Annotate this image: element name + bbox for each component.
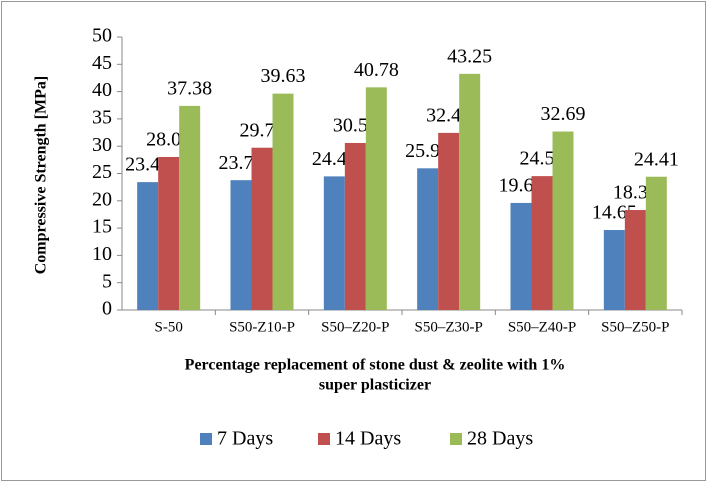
- bar: [179, 105, 201, 310]
- bar: [272, 93, 294, 310]
- x-tick-label: S50-Z10-P: [229, 319, 295, 335]
- legend-swatch: [318, 433, 330, 445]
- bar: [344, 142, 366, 310]
- bar: [365, 87, 387, 310]
- data-label: 40.78: [354, 59, 399, 81]
- bar: [438, 132, 460, 310]
- y-tick-label: 10: [92, 243, 112, 265]
- legend-swatch: [200, 433, 212, 445]
- legend-swatch: [450, 433, 462, 445]
- data-label: 43.25: [447, 45, 492, 67]
- x-tick-label: S-50: [154, 319, 182, 335]
- x-axis-title: super plasticizer: [319, 377, 431, 394]
- bar: [158, 156, 180, 310]
- y-tick-label: 25: [92, 161, 112, 183]
- bar: [137, 182, 159, 310]
- bar: [645, 176, 667, 310]
- y-tick-label: 30: [92, 134, 112, 156]
- bar: [603, 230, 625, 310]
- y-tick-label: 45: [92, 52, 112, 74]
- y-tick-label: 50: [92, 25, 112, 47]
- bar: [230, 180, 252, 310]
- data-label: 32.69: [541, 103, 586, 125]
- y-tick-label: 40: [92, 79, 112, 101]
- y-tick-label: 15: [92, 216, 112, 238]
- x-tick-label: S50–Z20-P: [321, 319, 389, 335]
- data-label: 24.41: [634, 148, 679, 170]
- data-label: 39.63: [261, 65, 306, 87]
- bar: [531, 176, 553, 310]
- y-axis-title: Compressive Strength [MPa]: [33, 76, 50, 275]
- legend-label: 14 Days: [335, 428, 401, 450]
- legend-label: 28 Days: [467, 428, 533, 450]
- data-label: 37.38: [167, 77, 212, 99]
- y-tick-label: 0: [102, 298, 112, 320]
- bar: [459, 73, 481, 310]
- bar: [552, 131, 574, 310]
- bar: [624, 210, 646, 310]
- x-axis-title: Percentage replacement of stone dust & z…: [185, 357, 566, 374]
- y-tick-label: 35: [92, 106, 112, 128]
- bar: [417, 168, 439, 310]
- x-tick-label: S50–Z30-P: [414, 319, 482, 335]
- x-tick-label: S50–Z40-P: [508, 319, 576, 335]
- bar: [323, 176, 345, 310]
- y-tick-label: 5: [102, 270, 112, 292]
- bar: [510, 202, 532, 310]
- bar: [251, 147, 273, 310]
- x-tick-label: S50–Z50-P: [601, 319, 669, 335]
- y-tick-label: 20: [92, 188, 112, 210]
- legend-label: 7 Days: [217, 428, 273, 450]
